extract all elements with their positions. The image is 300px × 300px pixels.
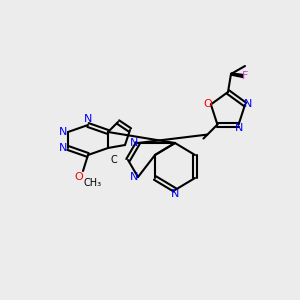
Text: C: C: [111, 155, 117, 165]
Text: N: N: [59, 127, 67, 137]
Text: N: N: [84, 114, 92, 124]
Polygon shape: [231, 73, 243, 77]
Text: F: F: [242, 71, 248, 81]
Text: N: N: [130, 172, 138, 182]
Text: N: N: [59, 143, 67, 153]
Text: N: N: [171, 189, 179, 199]
Text: N: N: [234, 123, 243, 133]
Text: O: O: [203, 99, 212, 110]
Text: N: N: [244, 99, 252, 110]
Text: CH₃: CH₃: [84, 178, 102, 188]
Text: N: N: [130, 138, 138, 148]
Text: O: O: [75, 172, 83, 182]
